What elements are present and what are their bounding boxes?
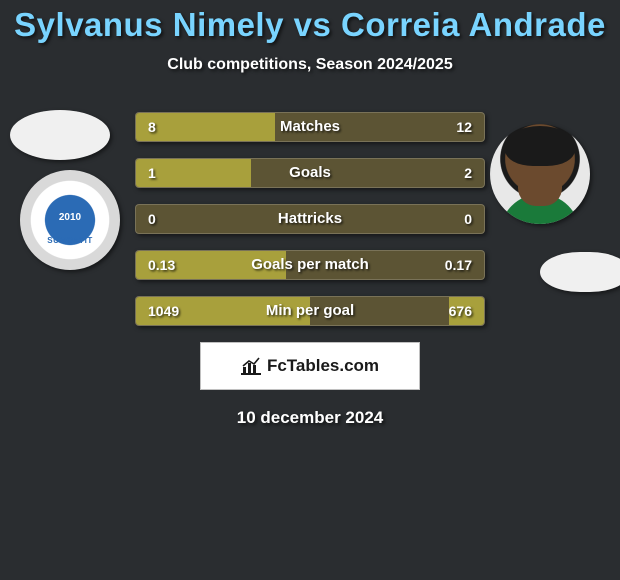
stat-row: 0Hattricks0 [135,204,485,234]
stat-value-right: 12 [456,113,472,141]
stat-row: 0.13Goals per match0.17 [135,250,485,280]
stat-label: Matches [136,113,484,141]
comparison-panel: // second attr bind for club badge year … [0,112,620,428]
club-badge-left [20,170,120,270]
page-title: Sylvanus Nimely vs Correia Andrade [0,0,620,44]
stat-value-right: 0 [464,205,472,233]
stat-value-right: 0.17 [445,251,472,279]
stat-label: Hattricks [136,205,484,233]
stat-value-right: 2 [464,159,472,187]
stat-row: 1049Min per goal676 [135,296,485,326]
club-badge-right-placeholder [540,252,620,292]
brand-text: FcTables.com [267,356,379,376]
subtitle: Club competitions, Season 2024/2025 [0,56,620,74]
stat-label: Goals [136,159,484,187]
stat-label: Min per goal [136,297,484,325]
stat-row: 1Goals2 [135,158,485,188]
date-line: 10 december 2024 [0,408,620,428]
brand-box[interactable]: FcTables.com [200,342,420,390]
player-hair [505,126,575,166]
stat-label: Goals per match [136,251,484,279]
stat-value-right: 676 [449,297,472,325]
player-left-placeholder [10,110,110,160]
stat-row: 8Matches12 [135,112,485,142]
player-right-photo [490,124,590,224]
stat-bars: 8Matches12 1Goals2 0Hattricks0 0.13Goals pe… [135,112,485,326]
chart-icon [241,357,261,375]
